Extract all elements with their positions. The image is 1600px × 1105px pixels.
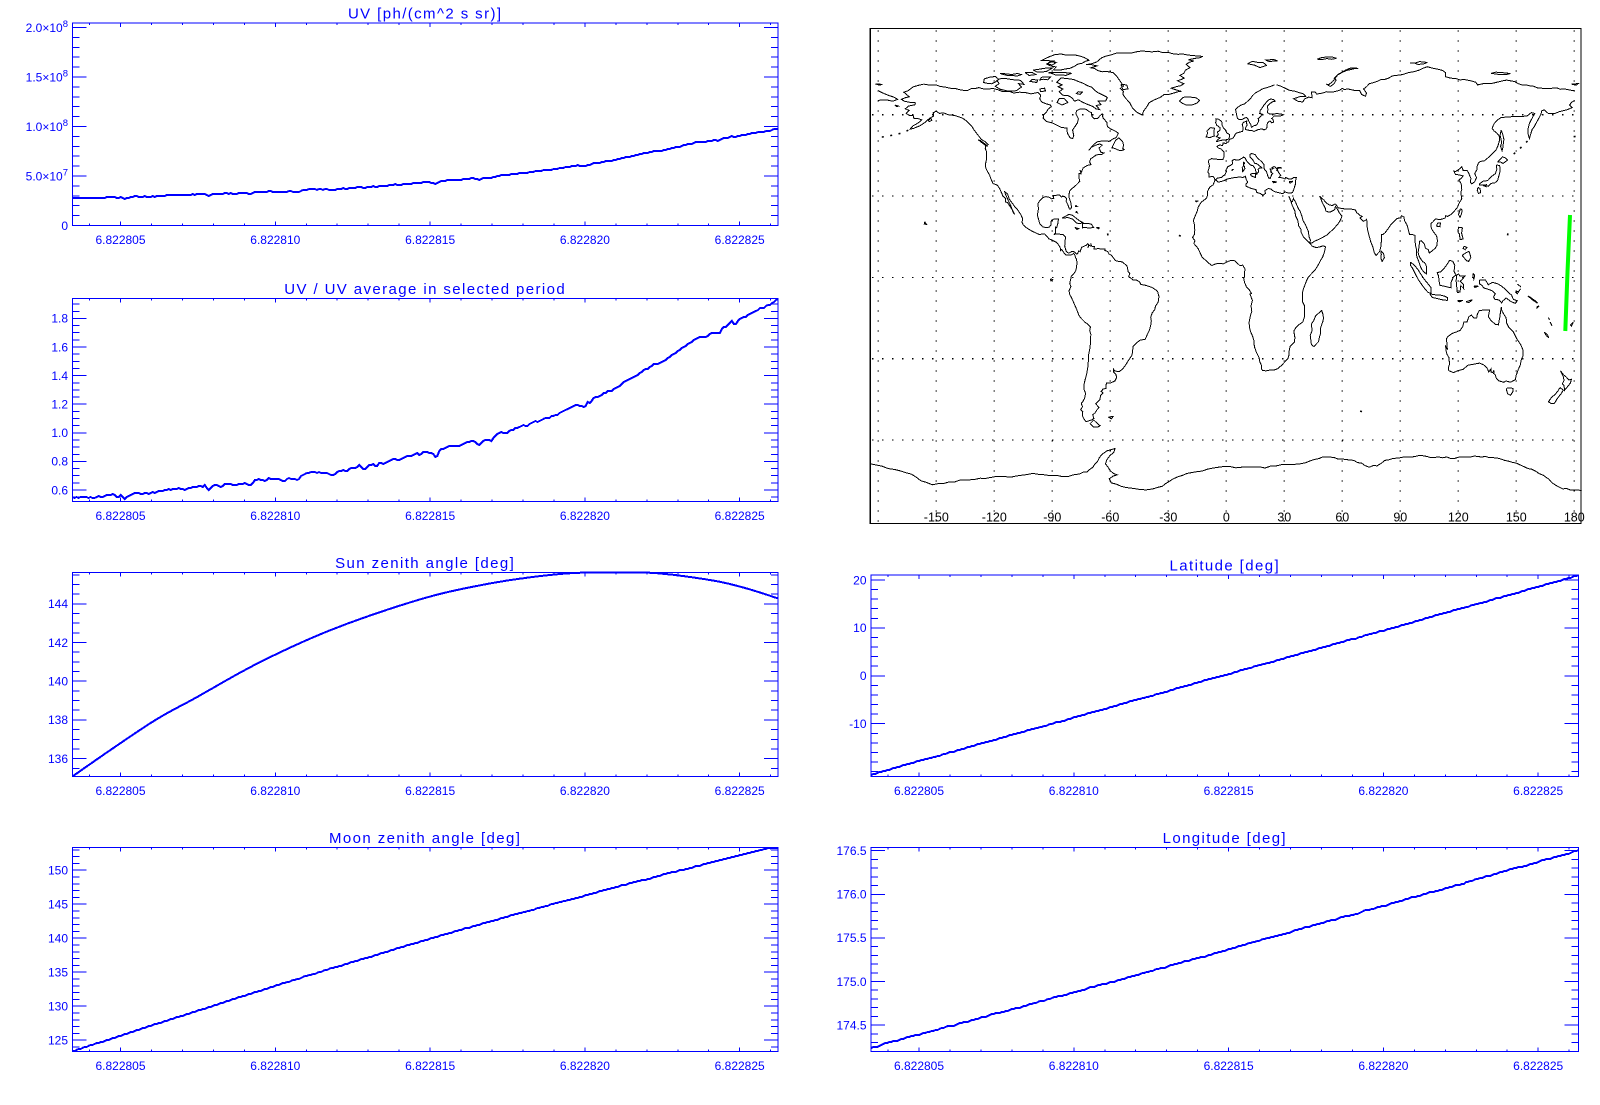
svg-text:6.822805: 6.822805 <box>894 784 944 798</box>
svg-text:140: 140 <box>48 675 68 689</box>
svg-text:6.822805: 6.822805 <box>95 509 145 523</box>
svg-text:6.822820: 6.822820 <box>560 1059 610 1073</box>
svg-text:6.822825: 6.822825 <box>715 1059 765 1073</box>
svg-text:Sun zenith angle [deg]: Sun zenith angle [deg] <box>335 555 515 572</box>
svg-text:-120: -120 <box>982 511 1007 525</box>
svg-text:6.822825: 6.822825 <box>715 233 765 247</box>
svg-text:6.822805: 6.822805 <box>894 1059 944 1073</box>
svg-text:1.5×108: 1.5×108 <box>26 68 68 84</box>
svg-text:-60: -60 <box>1101 511 1119 525</box>
svg-text:145: 145 <box>48 898 68 912</box>
svg-text:30: 30 <box>1277 511 1291 525</box>
svg-text:5.0×107: 5.0×107 <box>26 167 68 183</box>
svg-text:135: 135 <box>48 966 68 980</box>
svg-text:Moon zenith angle [deg]: Moon zenith angle [deg] <box>329 830 521 847</box>
svg-text:1.6: 1.6 <box>51 340 68 354</box>
svg-text:UV / UV average in selected pe: UV / UV average in selected period <box>284 281 566 298</box>
svg-text:Latitude [deg]: Latitude [deg] <box>1170 558 1281 575</box>
svg-text:6.822810: 6.822810 <box>250 1059 300 1073</box>
svg-text:144: 144 <box>48 597 68 611</box>
svg-text:6.822815: 6.822815 <box>1204 784 1254 798</box>
svg-text:6.822810: 6.822810 <box>250 509 300 523</box>
svg-text:6.822820: 6.822820 <box>560 784 610 798</box>
svg-text:1.4: 1.4 <box>51 369 68 383</box>
svg-text:138: 138 <box>48 713 68 727</box>
svg-text:0: 0 <box>61 219 68 233</box>
svg-text:6.822815: 6.822815 <box>405 784 455 798</box>
svg-text:136: 136 <box>48 752 68 766</box>
svg-text:-30: -30 <box>1159 511 1177 525</box>
svg-text:6.822825: 6.822825 <box>715 509 765 523</box>
svg-text:120: 120 <box>1448 511 1469 525</box>
svg-text:1.0×108: 1.0×108 <box>26 118 68 134</box>
svg-text:6.822820: 6.822820 <box>560 233 610 247</box>
svg-text:6.822820: 6.822820 <box>1358 784 1408 798</box>
svg-text:1.0: 1.0 <box>51 426 68 440</box>
svg-text:-150: -150 <box>924 511 949 525</box>
svg-text:174.5: 174.5 <box>836 1018 866 1032</box>
svg-text:140: 140 <box>48 932 68 946</box>
svg-text:130: 130 <box>48 1000 68 1014</box>
svg-text:6.822825: 6.822825 <box>715 784 765 798</box>
svg-text:60: 60 <box>1335 511 1349 525</box>
svg-text:175.0: 175.0 <box>836 975 866 989</box>
svg-text:10: 10 <box>853 621 867 635</box>
svg-text:6.822815: 6.822815 <box>1204 1059 1254 1073</box>
svg-text:6.822805: 6.822805 <box>95 1059 145 1073</box>
svg-text:2.0×108: 2.0×108 <box>26 19 68 35</box>
svg-text:6.822805: 6.822805 <box>95 784 145 798</box>
svg-text:6.822825: 6.822825 <box>1513 1059 1563 1073</box>
svg-text:20: 20 <box>853 573 867 587</box>
svg-text:6.822825: 6.822825 <box>1513 784 1563 798</box>
svg-text:6.822810: 6.822810 <box>1049 784 1099 798</box>
svg-text:6.822820: 6.822820 <box>560 509 610 523</box>
svg-text:125: 125 <box>48 1034 68 1048</box>
svg-text:6.822810: 6.822810 <box>250 784 300 798</box>
svg-text:142: 142 <box>48 636 68 650</box>
svg-text:6.822815: 6.822815 <box>405 233 455 247</box>
svg-text:176.5: 176.5 <box>836 844 866 858</box>
svg-text:Longitude [deg]: Longitude [deg] <box>1163 830 1287 847</box>
svg-text:150: 150 <box>48 864 68 878</box>
svg-text:150: 150 <box>1506 511 1527 525</box>
svg-text:1.8: 1.8 <box>51 312 68 326</box>
svg-text:6.822820: 6.822820 <box>1358 1059 1408 1073</box>
svg-text:0: 0 <box>860 669 867 683</box>
svg-text:6.822810: 6.822810 <box>250 233 300 247</box>
svg-text:UV [ph/(cm^2 s sr)]: UV [ph/(cm^2 s sr)] <box>348 6 503 23</box>
svg-text:90: 90 <box>1393 511 1407 525</box>
svg-text:0.6: 0.6 <box>51 483 68 497</box>
svg-text:1.2: 1.2 <box>51 398 68 412</box>
svg-text:180: 180 <box>1564 511 1585 525</box>
svg-text:6.822815: 6.822815 <box>405 509 455 523</box>
svg-text:0.8: 0.8 <box>51 455 68 469</box>
svg-text:6.822815: 6.822815 <box>405 1059 455 1073</box>
svg-text:-90: -90 <box>1043 511 1061 525</box>
svg-text:175.5: 175.5 <box>836 931 866 945</box>
svg-text:6.822810: 6.822810 <box>1049 1059 1099 1073</box>
svg-text:176.0: 176.0 <box>836 888 866 902</box>
svg-text:-10: -10 <box>849 717 867 731</box>
svg-text:0: 0 <box>1223 511 1230 525</box>
svg-text:6.822805: 6.822805 <box>95 233 145 247</box>
